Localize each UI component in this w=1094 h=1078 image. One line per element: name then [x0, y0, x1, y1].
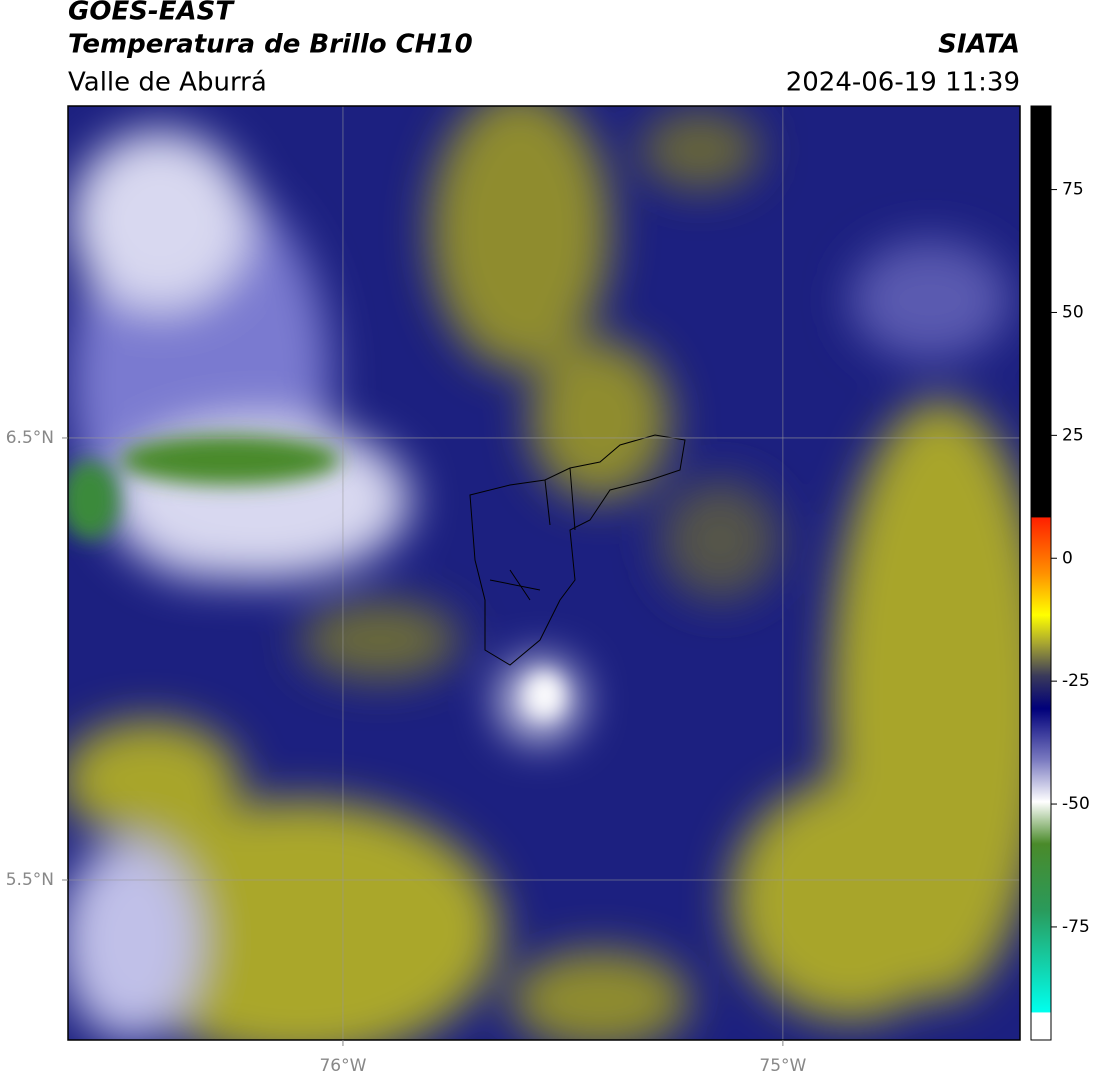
datetime: 2024-06-19 11:39	[786, 68, 1020, 98]
x-tick-label: 76°W	[319, 1056, 366, 1076]
colorbar-tick-label: 25	[1062, 425, 1084, 445]
colorbar-tick-label: 50	[1062, 302, 1084, 322]
y-tick-label: 6.5°N	[6, 428, 54, 448]
colorbar-tick-label: 75	[1062, 180, 1084, 200]
y-tick-label: 5.5°N	[6, 870, 54, 890]
municipal-boundaries	[469, 434, 686, 666]
subtitle: Temperatura de Brillo CH10	[68, 30, 473, 60]
colorbar-tick-label: -50	[1062, 794, 1090, 814]
colorbar-tick-label: -25	[1062, 671, 1090, 691]
region: Valle de Aburrá	[68, 68, 267, 98]
map-frame	[67, 105, 1021, 1041]
title: GOES-EAST	[68, 0, 235, 27]
x-tick-label: 75°W	[759, 1056, 806, 1076]
colorbar-tick-label: -75	[1062, 917, 1090, 937]
source: SIATA	[938, 30, 1020, 60]
colorbar-tick-label: 0	[1062, 548, 1073, 568]
colorbar	[1030, 105, 1052, 1041]
satellite-image	[68, 106, 1020, 1040]
